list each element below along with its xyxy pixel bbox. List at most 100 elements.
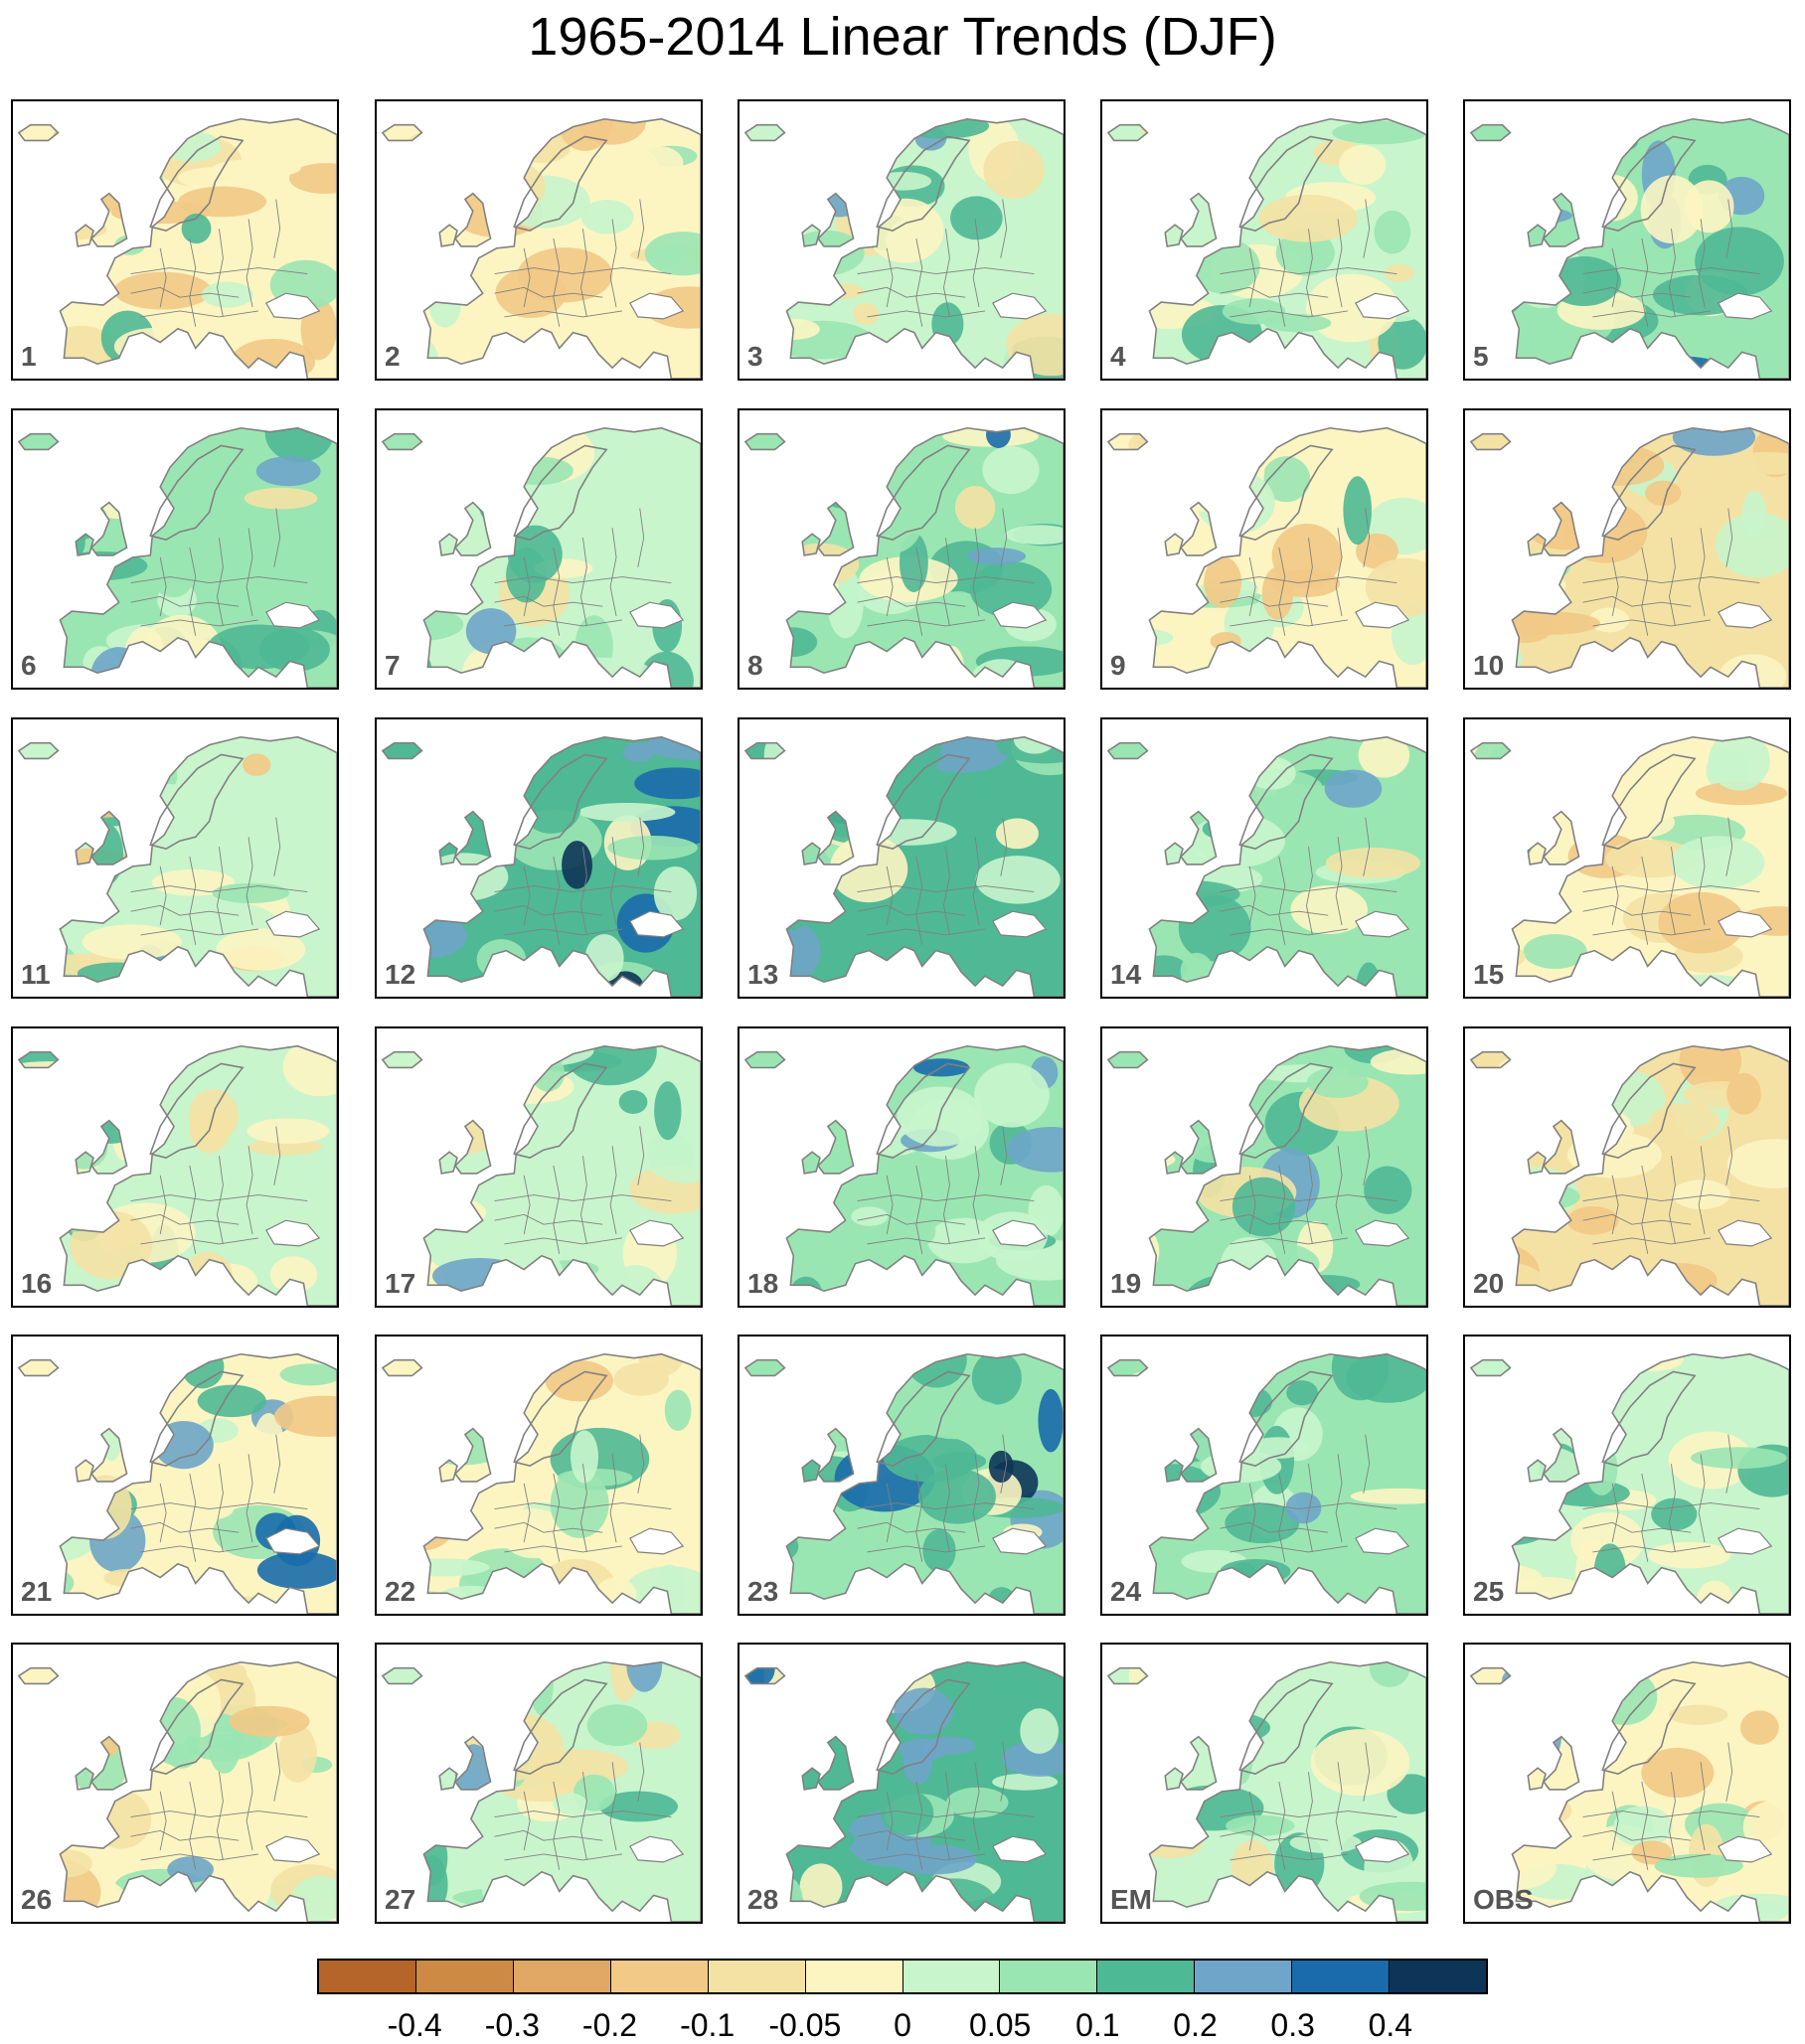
map-panel: 25 <box>1463 1335 1791 1616</box>
panel-label: 20 <box>1473 1268 1505 1299</box>
colorbar-box <box>1195 1961 1293 1992</box>
colorbar-boxes <box>317 1959 1488 1994</box>
map-panel: 28 <box>738 1643 1066 1924</box>
map-panel: 17 <box>375 1026 703 1308</box>
panel-label: 25 <box>1473 1576 1505 1607</box>
europe-trend-map <box>381 117 701 379</box>
colorbar-box <box>1000 1961 1098 1992</box>
panel-label: 24 <box>1110 1576 1142 1607</box>
europe-trend-map <box>1106 1660 1426 1922</box>
map-panel: 18 <box>738 1026 1066 1308</box>
europe-trend-map <box>1469 426 1789 688</box>
colorbar-box <box>1097 1961 1196 1992</box>
europe-trend-map <box>1469 117 1789 379</box>
panel-label: OBS <box>1473 1884 1534 1915</box>
map-panel: EM <box>1100 1643 1428 1924</box>
panel-label: 28 <box>747 1884 779 1915</box>
europe-trend-map <box>381 1660 701 1922</box>
colorbar-tick-label: 0.1 <box>1075 2007 1120 2043</box>
europe-trend-map <box>1106 1352 1426 1614</box>
colorbar-box <box>319 1961 416 1992</box>
panel-label: 19 <box>1110 1268 1142 1299</box>
colorbar-tick-label: 0.05 <box>969 2007 1032 2043</box>
panel-label: 14 <box>1110 959 1142 990</box>
panel-label: 17 <box>385 1268 416 1299</box>
panel-label: 9 <box>1110 650 1126 681</box>
europe-trend-map <box>17 1044 337 1306</box>
europe-trend-map <box>1106 117 1426 379</box>
europe-trend-map <box>381 1044 701 1306</box>
map-panel: 14 <box>1100 717 1428 999</box>
map-panel-grid: 1 2 3 4 5 6 7 8 9 10 11 12 13 14 15 16 17 18 19 20 21 22 23 24 2… <box>11 99 1791 1924</box>
colorbar <box>317 1959 1488 1994</box>
panel-label: 22 <box>385 1576 416 1607</box>
panel-label: 2 <box>385 341 401 372</box>
europe-trend-map <box>381 1352 701 1614</box>
panel-label: 7 <box>385 650 401 681</box>
panel-label: 16 <box>21 1268 53 1299</box>
panel-label: 5 <box>1473 341 1489 372</box>
panel-label: 6 <box>21 650 37 681</box>
map-panel: 6 <box>11 408 339 690</box>
colorbar-box <box>1292 1961 1391 1992</box>
map-panel: 1 <box>11 99 339 381</box>
europe-trend-map <box>17 1352 337 1614</box>
europe-trend-map <box>1106 426 1426 688</box>
europe-trend-map <box>743 1660 1064 1922</box>
europe-trend-map <box>1469 1352 1789 1614</box>
europe-trend-map <box>743 1044 1064 1306</box>
colorbar-tick-label: 0.2 <box>1173 2007 1218 2043</box>
map-panel: 11 <box>11 717 339 999</box>
panel-label: 4 <box>1110 341 1126 372</box>
colorbar-box <box>415 1961 514 1992</box>
map-panel: 10 <box>1463 408 1791 690</box>
map-panel: 7 <box>375 408 703 690</box>
europe-trend-map <box>1469 735 1789 997</box>
panel-label: 1 <box>21 341 37 372</box>
colorbar-tick-label: -0.2 <box>581 2007 638 2043</box>
panel-label: 23 <box>747 1576 779 1607</box>
europe-trend-map <box>381 426 701 688</box>
europe-trend-map <box>1469 1044 1789 1306</box>
map-panel: 4 <box>1100 99 1428 381</box>
map-panel: 5 <box>1463 99 1791 381</box>
europe-trend-map <box>743 117 1064 379</box>
panel-label: 15 <box>1473 959 1505 990</box>
map-panel: 21 <box>11 1335 339 1616</box>
colorbar-tick-label: -0.1 <box>680 2007 736 2043</box>
map-panel: 24 <box>1100 1335 1428 1616</box>
colorbar-box <box>1390 1961 1487 1992</box>
panel-label: EM <box>1110 1884 1152 1915</box>
europe-trend-map <box>17 117 337 379</box>
map-panel: OBS <box>1463 1643 1791 1924</box>
figure-title: 1965-2014 Linear Trends (DJF) <box>528 7 1277 67</box>
europe-trend-map <box>17 1660 337 1922</box>
colorbar-tick-label: 0 <box>894 2007 911 2043</box>
map-panel: 27 <box>375 1643 703 1924</box>
panel-label: 27 <box>385 1884 416 1915</box>
colorbar-tick-label: -0.3 <box>484 2007 540 2043</box>
colorbar-box <box>708 1961 806 1992</box>
europe-trend-map <box>17 735 337 997</box>
europe-trend-map <box>381 735 701 997</box>
europe-trend-map <box>743 1352 1064 1614</box>
colorbar-box <box>805 1961 903 1992</box>
map-panel: 22 <box>375 1335 703 1616</box>
map-panel: 15 <box>1463 717 1791 999</box>
panel-label: 18 <box>747 1268 779 1299</box>
panel-label: 12 <box>385 959 416 990</box>
colorbar-box <box>610 1961 709 1992</box>
colorbar-tick-label: 0.4 <box>1368 2007 1413 2043</box>
map-panel: 16 <box>11 1026 339 1308</box>
panel-label: 26 <box>21 1884 53 1915</box>
europe-trend-map <box>1106 1044 1426 1306</box>
panel-label: 10 <box>1473 650 1505 681</box>
europe-trend-map <box>1469 1660 1789 1922</box>
map-panel: 3 <box>738 99 1066 381</box>
panel-label: 21 <box>21 1576 53 1607</box>
map-panel: 9 <box>1100 408 1428 690</box>
europe-trend-map <box>743 426 1064 688</box>
colorbar-tick-label: 0.3 <box>1270 2007 1315 2043</box>
colorbar-tick-label: -0.05 <box>768 2007 842 2043</box>
panel-label: 8 <box>747 650 763 681</box>
